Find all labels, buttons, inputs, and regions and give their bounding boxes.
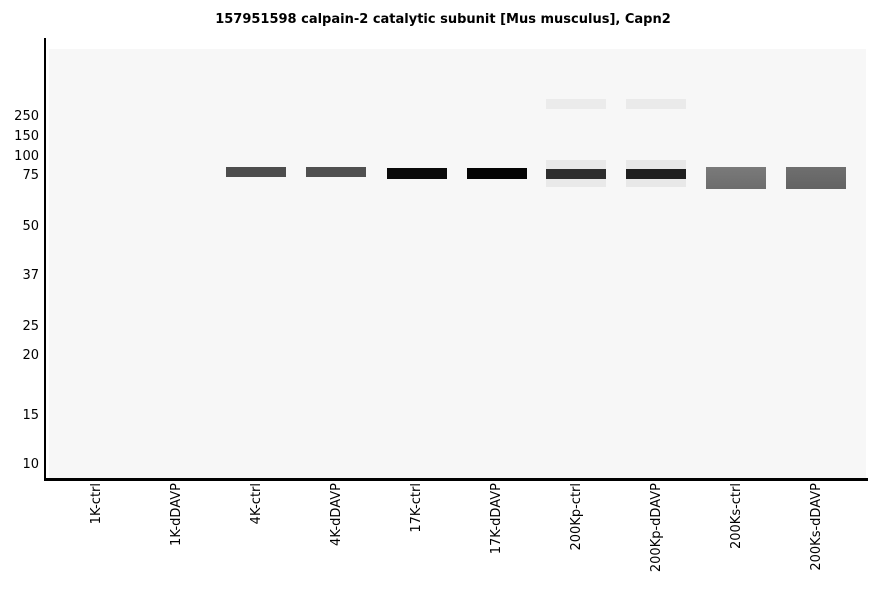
- lane-label: 200Kp-dDAVP: [649, 483, 664, 573]
- y-tick-label: 100: [14, 149, 39, 164]
- y-axis-line: [44, 38, 46, 481]
- y-tick-label: 37: [22, 268, 39, 283]
- blot-band: [546, 169, 606, 179]
- lane-label: 200Ks-dDAVP: [809, 483, 824, 571]
- blot-band: [306, 167, 366, 177]
- y-tick-label: 20: [22, 348, 39, 363]
- y-tick-label: 25: [22, 319, 39, 334]
- chart-title: 157951598 calpain-2 catalytic subunit [M…: [215, 12, 671, 27]
- blot-band: [546, 99, 606, 109]
- blot-band: [226, 167, 286, 177]
- y-axis-tick-labels: 250 150 100 75 50 37 25 20 15 10: [0, 0, 42, 595]
- lane-label: 200Ks-ctrl: [729, 483, 744, 550]
- y-tick-label: 75: [22, 168, 39, 183]
- x-axis-line: [44, 478, 868, 481]
- lane-label: 1K-dDAVP: [169, 483, 184, 546]
- y-tick-label: 15: [22, 408, 39, 423]
- blot-band: [786, 167, 846, 189]
- lane-label: 17K-ctrl: [409, 483, 424, 533]
- blot-band: [706, 167, 766, 189]
- blot-band: [387, 168, 447, 179]
- blot-plot-area: [49, 49, 866, 478]
- lane-label: 4K-ctrl: [249, 483, 264, 525]
- blot-band: [467, 168, 527, 179]
- lane-label: 17K-dDAVP: [489, 483, 504, 555]
- blot-band: [626, 99, 686, 109]
- lane-label: 200Kp-ctrl: [569, 483, 584, 551]
- y-tick-label: 150: [14, 129, 39, 144]
- y-tick-label: 250: [14, 109, 39, 124]
- y-tick-label: 50: [22, 219, 39, 234]
- lane-label: 1K-ctrl: [89, 483, 104, 525]
- blot-band: [626, 169, 686, 179]
- y-tick-label: 10: [22, 457, 39, 472]
- lane-label: 4K-dDAVP: [329, 483, 344, 546]
